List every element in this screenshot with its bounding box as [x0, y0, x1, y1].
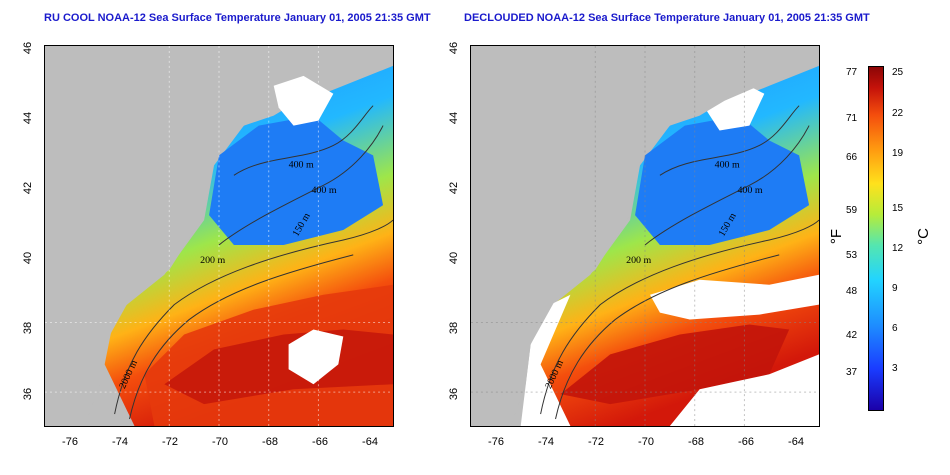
isobath	[114, 219, 393, 415]
cloud-patch	[273, 75, 334, 126]
y-tick-label: 42	[22, 181, 34, 195]
colorbar-f-label: 42	[846, 330, 858, 341]
land	[471, 46, 819, 426]
y-tick-label: 36	[22, 387, 34, 401]
colorbar-c-label: 12	[892, 243, 904, 254]
y-tick-label: 46	[448, 41, 460, 55]
colorbar-c-label: 25	[892, 67, 904, 78]
colorbar-f-label: 48	[846, 286, 858, 297]
y-tick-label: 38	[22, 321, 34, 335]
contour-label: 200 m	[626, 255, 651, 266]
x-tick-label: -70	[212, 436, 228, 448]
x-tick-label: -72	[588, 436, 604, 448]
colorbar-f-label: 59	[846, 205, 858, 216]
contour-label: 200 m	[200, 255, 225, 266]
y-tick-label: 44	[448, 111, 460, 125]
panel-title-raw: RU COOL NOAA-12 Sea Surface Temperature …	[44, 12, 431, 24]
x-tick-label: -72	[162, 436, 178, 448]
colorbar-c-label: 15	[892, 203, 904, 214]
y-tick-label: 40	[448, 251, 460, 265]
sst-map-raw: 400 m 400 m 150 m 200 m 2000 m	[44, 45, 394, 427]
x-tick-label: -74	[538, 436, 554, 448]
x-tick-label: -66	[738, 436, 754, 448]
colorbar-c-label: 3	[892, 363, 898, 374]
colorbar-f-label: 53	[846, 250, 858, 261]
isobath	[644, 125, 810, 246]
isobath	[129, 254, 354, 420]
isobath	[218, 125, 384, 246]
x-tick-label: -64	[788, 436, 804, 448]
panel-title-declouded: DECLOUDED NOAA-12 Sea Surface Temperatur…	[464, 12, 870, 24]
sst-map-declouded: 400 m 400 m 150 m 200 m 2000 m	[470, 45, 820, 427]
x-tick-label: -74	[112, 436, 128, 448]
contour-label: 400 m	[289, 159, 314, 170]
sst-map-raw-canvas: 400 m 400 m 150 m 200 m 2000 m	[44, 45, 394, 427]
x-tick-label: -68	[688, 436, 704, 448]
x-tick-label: -66	[312, 436, 328, 448]
contour-label: 400 m	[737, 185, 762, 196]
cloud-patch	[520, 294, 571, 426]
sst-map-declouded-canvas: 400 m 400 m 150 m 200 m 2000 m	[470, 45, 820, 427]
cloud-patch	[649, 274, 819, 320]
y-tick-label: 38	[448, 321, 460, 335]
x-tick-label: -64	[362, 436, 378, 448]
isobath	[233, 105, 374, 176]
gulf-of-maine	[635, 115, 810, 245]
colorbar-c-label: 9	[892, 283, 898, 294]
isobath	[540, 219, 819, 415]
colorbar-f-label: 71	[846, 113, 858, 124]
y-tick-label: 44	[22, 111, 34, 125]
colorbar-f-label: 77	[846, 67, 858, 78]
contour-label: 400 m	[311, 185, 336, 196]
gulf-of-maine	[209, 115, 384, 245]
isobath	[659, 105, 800, 176]
x-tick-label: -76	[488, 436, 504, 448]
y-tick-label: 46	[22, 41, 34, 55]
y-tick-label: 40	[22, 251, 34, 265]
warm-core	[560, 324, 790, 405]
unit-celsius: °C	[914, 228, 932, 245]
temperature-colorbar	[868, 66, 884, 411]
colorbar-f-label: 66	[846, 152, 858, 163]
contour-label: 400 m	[715, 159, 740, 170]
unit-fahrenheit: °F	[828, 228, 846, 245]
x-tick-label: -76	[62, 436, 78, 448]
x-tick-label: -70	[638, 436, 654, 448]
y-tick-label: 36	[448, 387, 460, 401]
colorbar-c-label: 22	[892, 108, 904, 119]
x-tick-label: -68	[262, 436, 278, 448]
y-tick-label: 42	[448, 181, 460, 195]
colorbar-c-label: 19	[892, 148, 904, 159]
colorbar-f-label: 37	[846, 367, 858, 378]
colorbar-c-label: 6	[892, 323, 898, 334]
isobath	[555, 254, 780, 420]
land	[45, 46, 393, 426]
cloud-patch	[288, 329, 344, 385]
